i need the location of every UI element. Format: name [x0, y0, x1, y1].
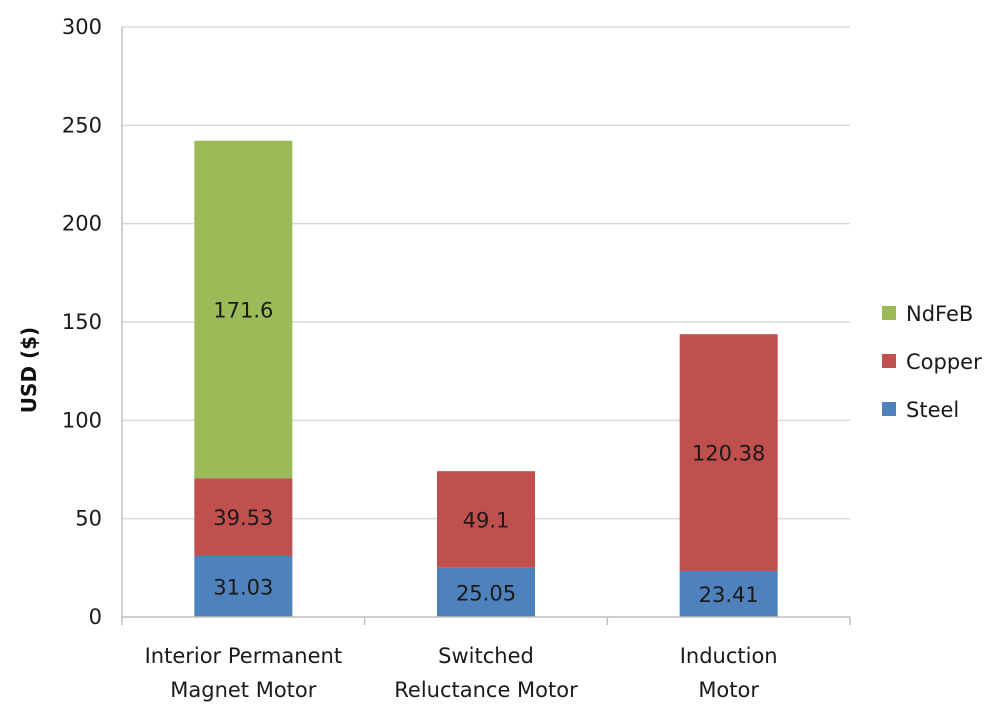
- legend-label-ndfeb: NdFeB: [906, 302, 973, 326]
- legend-swatch-steel: [882, 402, 896, 416]
- data-label: 23.41: [699, 583, 759, 607]
- x-category-label: Motor: [698, 678, 759, 702]
- legend-label-copper: Copper: [906, 350, 982, 374]
- data-label: 171.6: [213, 298, 273, 322]
- x-category-label: Switched: [438, 644, 534, 668]
- legend-swatch-copper: [882, 354, 896, 368]
- y-tick-label: 250: [62, 113, 102, 137]
- legend: NdFeB Copper Steel: [882, 302, 982, 422]
- data-label: 31.03: [213, 575, 273, 599]
- y-tick-label: 300: [62, 15, 102, 39]
- legend-label-steel: Steel: [906, 398, 959, 422]
- y-tick-label: 200: [62, 212, 102, 236]
- data-label: 39.53: [213, 506, 273, 530]
- bars: [194, 141, 777, 617]
- labels: 0 50 100 150 200 250 300 31.03 39.53 171.6 Interio…: [62, 15, 778, 702]
- legend-swatch-ndfeb: [882, 306, 896, 320]
- data-label: 49.1: [463, 508, 510, 532]
- data-label: 120.38: [692, 442, 765, 466]
- data-label: 25.05: [456, 581, 516, 605]
- x-category-label: Reluctance Motor: [394, 678, 578, 702]
- x-category-label: Induction: [680, 644, 778, 668]
- y-axis-label: USD ($): [17, 327, 41, 413]
- y-tick-label: 0: [89, 605, 102, 629]
- y-tick-label: 100: [62, 408, 102, 432]
- x-category-label: Interior Permanent: [145, 644, 342, 668]
- y-tick-label: 150: [62, 310, 102, 334]
- x-category-label: Magnet Motor: [170, 678, 317, 702]
- y-tick-label: 50: [75, 507, 102, 531]
